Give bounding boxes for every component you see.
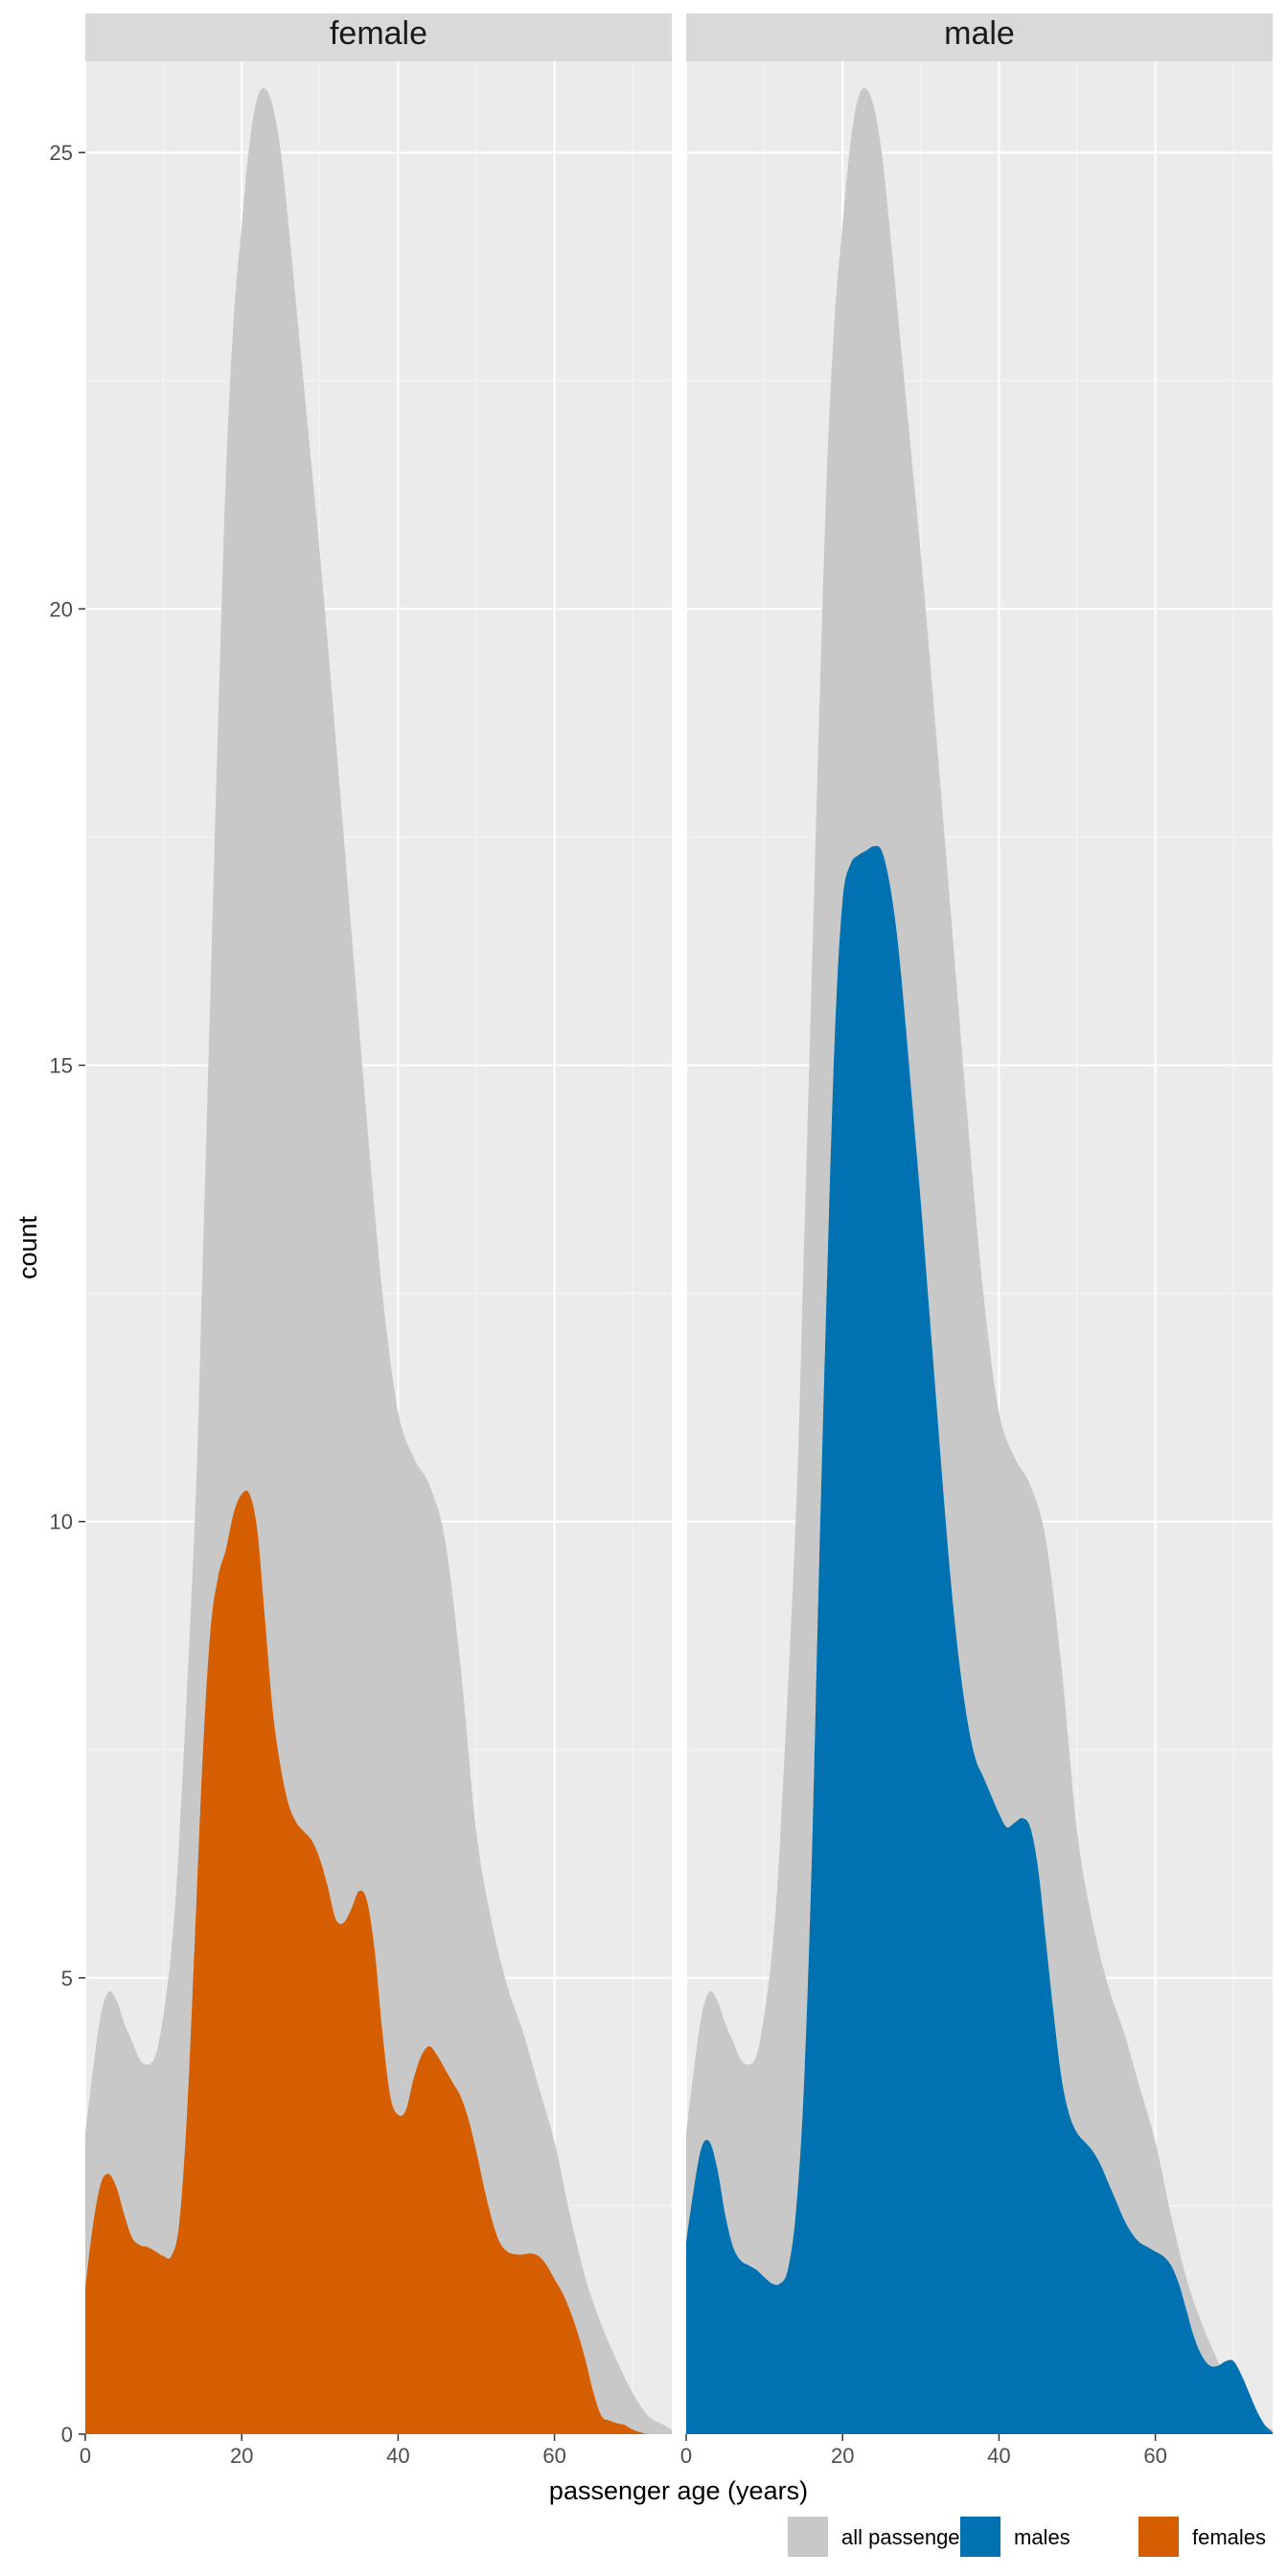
x-tick-label: 60 <box>1143 2444 1166 2468</box>
area-females <box>85 1490 672 2434</box>
x-tick-label: 40 <box>386 2444 409 2468</box>
x-tick-label: 20 <box>230 2444 253 2468</box>
x-tick-label: 40 <box>987 2444 1010 2468</box>
facet-female: female 0 20 40 60 <box>80 13 672 2468</box>
y-tick-label: 10 <box>50 1510 73 1534</box>
legend: all passengers males females <box>788 2517 1266 2557</box>
legend-key-females <box>1138 2517 1179 2557</box>
x-axis-title: passenger age (years) <box>549 2476 808 2505</box>
legend-label-males: males <box>1014 2525 1070 2549</box>
legend-label-all-passengers: all passengers <box>841 2525 978 2549</box>
y-axis-ticks: 0 5 10 15 20 25 <box>50 141 85 2447</box>
x-tick-label: 60 <box>542 2444 565 2468</box>
facet-female-strip <box>85 13 672 61</box>
y-tick-label: 25 <box>50 141 73 165</box>
facet-male-strip-label: male <box>944 15 1015 52</box>
facet-female-areas <box>85 88 672 2435</box>
y-tick-label: 15 <box>50 1054 73 1078</box>
facet-male-x-ticks: 0 20 40 60 <box>680 2434 1167 2468</box>
facet-female-x-ticks: 0 20 40 60 <box>80 2434 566 2468</box>
facet-male-strip <box>686 13 1273 61</box>
x-tick-label: 0 <box>80 2444 91 2468</box>
legend-key-males <box>960 2517 1000 2557</box>
x-tick-label: 0 <box>680 2444 692 2468</box>
facet-female-strip-label: female <box>330 15 427 52</box>
y-tick-label: 0 <box>61 2423 73 2447</box>
legend-key-all-passengers <box>788 2517 828 2557</box>
facet-male-areas <box>686 88 1273 2435</box>
facet-male: male 0 20 40 60 <box>680 13 1273 2468</box>
area-males <box>686 845 1273 2434</box>
legend-label-females: females <box>1192 2525 1266 2549</box>
x-tick-label: 20 <box>831 2444 854 2468</box>
y-tick-label: 20 <box>50 597 73 621</box>
y-tick-label: 5 <box>61 1966 73 1990</box>
y-axis-title: count <box>13 1215 42 1279</box>
